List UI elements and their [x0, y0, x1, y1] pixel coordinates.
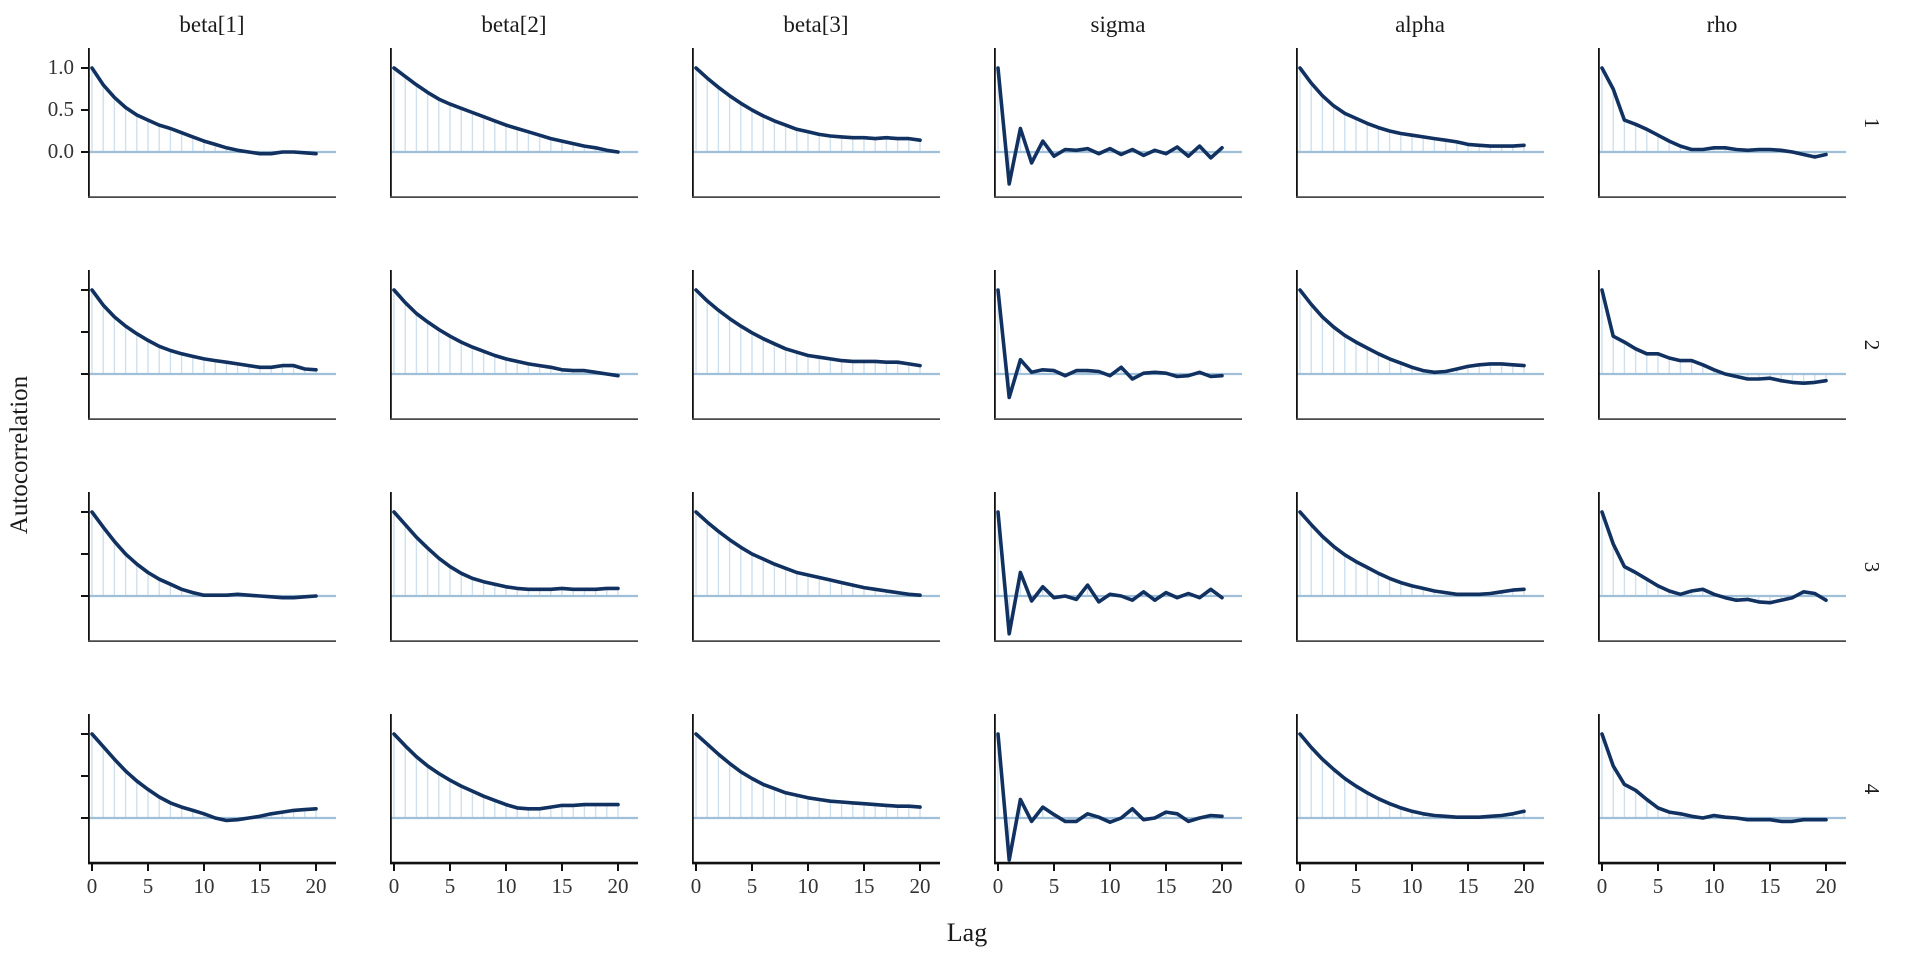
acf-line: [996, 732, 1224, 862]
x-tick-label: 15: [1155, 874, 1177, 898]
x-tick-label: 0: [992, 874, 1004, 898]
acf-line: [392, 288, 620, 378]
acf-line: [1298, 66, 1526, 148]
row-strip-label: 2: [1860, 339, 1884, 351]
acf-line: [1298, 510, 1526, 597]
x-tick-label: 20: [305, 874, 327, 898]
acf-line: [90, 732, 318, 823]
x-tick-label: 0: [388, 874, 400, 898]
acf-panel: [1597, 492, 1846, 643]
y-axis-title: Autocorrelation: [6, 375, 33, 535]
acf-panel: [1597, 48, 1846, 199]
y-tick-label: 1.0: [47, 55, 74, 79]
column-title: sigma: [1090, 12, 1146, 37]
x-tick-label: 10: [1401, 874, 1423, 898]
acf-line: [1600, 288, 1828, 385]
acf-panel: [389, 270, 638, 421]
row-strip-label: 1: [1860, 117, 1884, 129]
acf-line: [392, 66, 620, 154]
row-strip-label: 3: [1860, 561, 1884, 573]
acf-panel: [81, 48, 336, 199]
x-tick-label: 5: [1350, 874, 1362, 898]
acf-panel: [1597, 270, 1846, 421]
acf-panel: [691, 714, 940, 871]
acf-line: [392, 732, 620, 811]
x-tick-label: 15: [1457, 874, 1479, 898]
x-tick-label: 10: [1099, 874, 1121, 898]
x-tick-label: 10: [797, 874, 819, 898]
acf-line: [1600, 510, 1828, 605]
y-tick-label: 0.5: [47, 97, 74, 121]
acf-panel: [691, 48, 940, 199]
x-tick-label: 15: [249, 874, 271, 898]
acf-line: [90, 288, 318, 372]
acf-line: [1600, 732, 1828, 824]
x-tick-label: 20: [1211, 874, 1233, 898]
acf-panel: [1295, 492, 1544, 643]
acf-line: [90, 66, 318, 156]
acf-panel: [81, 270, 336, 421]
x-tick-label: 0: [1294, 874, 1306, 898]
acf-panel: [1295, 270, 1544, 421]
x-tick-label: 10: [1703, 874, 1725, 898]
acf-panel: [1295, 48, 1544, 199]
x-tick-label: 0: [1596, 874, 1608, 898]
acf-line: [392, 510, 620, 592]
acf-panel: [81, 492, 336, 643]
acf-panel: [81, 714, 336, 871]
acf-line: [694, 66, 922, 142]
y-tick-label: 0.0: [47, 139, 74, 163]
x-tick-label: 20: [909, 874, 931, 898]
acf-line: [1298, 732, 1526, 819]
acf-line: [694, 732, 922, 809]
acf-panel: [691, 270, 940, 421]
x-tick-label: 20: [1815, 874, 1837, 898]
x-axis-title: Lag: [946, 918, 988, 947]
column-title: beta[3]: [783, 12, 849, 37]
column-title: rho: [1706, 12, 1738, 37]
acf-panel: [389, 714, 638, 871]
acf-panel: [691, 492, 940, 643]
x-tick-label: 20: [607, 874, 629, 898]
acf-line: [996, 66, 1224, 186]
x-tick-label: 5: [1048, 874, 1060, 898]
acf-line: [996, 510, 1224, 636]
x-tick-label: 0: [690, 874, 702, 898]
acf-panel: [993, 48, 1242, 199]
acf-panel: [389, 48, 638, 199]
acf-panel: [993, 714, 1242, 871]
x-tick-label: 5: [142, 874, 154, 898]
row-strip-label: 4: [1860, 783, 1884, 795]
acf-panel: [1597, 714, 1846, 871]
acf-line: [694, 510, 922, 597]
x-tick-label: 5: [1652, 874, 1664, 898]
acf-panel: [993, 270, 1242, 421]
acf-line: [1600, 66, 1828, 159]
acf-panel: [1295, 714, 1544, 871]
column-title: beta[1]: [179, 12, 245, 37]
acf-line: [694, 288, 922, 368]
acf-panel: [993, 492, 1242, 643]
acf-line: [90, 510, 318, 600]
acf-panel: [389, 492, 638, 643]
x-tick-label: 5: [746, 874, 758, 898]
acf-line: [1298, 288, 1526, 375]
x-tick-label: 15: [853, 874, 875, 898]
column-title: beta[2]: [481, 12, 547, 37]
x-tick-label: 20: [1513, 874, 1535, 898]
x-tick-label: 15: [1759, 874, 1781, 898]
x-tick-label: 5: [444, 874, 456, 898]
x-tick-label: 15: [551, 874, 573, 898]
x-tick-label: 0: [86, 874, 98, 898]
acf-line: [996, 288, 1224, 400]
x-tick-label: 10: [495, 874, 517, 898]
column-title: alpha: [1395, 12, 1445, 37]
x-tick-label: 10: [193, 874, 215, 898]
